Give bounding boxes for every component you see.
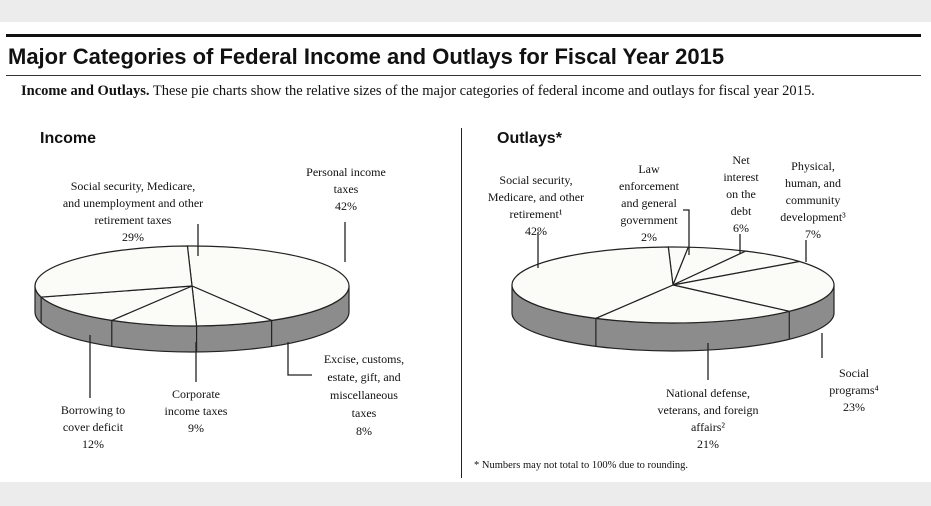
- outlays-pie: Law enforcement and general government 2…: [511, 246, 835, 352]
- panel-divider: [461, 128, 462, 478]
- label-excise: Excise, customs, estate, gift, and miscell…: [324, 352, 404, 438]
- income-heading: Income: [40, 130, 97, 147]
- page-title: Major Categories of Federal Income and O…: [8, 44, 725, 69]
- caption-text: These pie charts show the relative sizes…: [149, 83, 815, 99]
- label-corporate: Corporate income taxes 9%: [165, 387, 228, 435]
- label-social: Social programs⁴ 23%: [829, 366, 879, 414]
- label-ss-taxes: Social security, Medicare, and unemployme…: [63, 179, 203, 244]
- label-law: Law enforcement and general government 2%: [619, 162, 680, 244]
- income-pie: Personal income taxes 42%Excise, customs…: [34, 245, 350, 353]
- caption-lead: Income and Outlays.: [21, 83, 150, 99]
- label-interest: Net interest on the debt 6%: [723, 153, 759, 235]
- income-slice: Corporate income taxes 9%: [109, 285, 198, 327]
- leader-excise: [287, 342, 312, 376]
- income-slice: Personal income taxes 42%: [186, 245, 350, 322]
- label-ss-outlays: Social security, Medicare, and other retir…: [488, 173, 584, 238]
- title-rule-bottom: [6, 75, 921, 76]
- figure-caption: Income and Outlays. These pie charts sho…: [21, 83, 815, 100]
- title-rule-top: [6, 34, 921, 37]
- label-borrowing: Borrowing to cover deficit 12%: [61, 403, 125, 451]
- footnote: * Numbers may not total to 100% due to r…: [474, 460, 689, 471]
- income-slice: Social security, Medicare, and unemploym…: [34, 245, 193, 298]
- outlays-slice: National defense, veterans, and foreign …: [593, 284, 790, 324]
- label-personal-income: Personal income taxes 42%: [306, 165, 386, 213]
- outlays-slice: Social programs⁴ 23%: [672, 260, 835, 312]
- leader-law: [683, 209, 690, 255]
- outlays-slice: Social security, Medicare, and other ret…: [511, 246, 674, 319]
- label-defense: National defense, veterans, and foreign af…: [658, 386, 759, 451]
- label-physical: Physical, human, and community development³…: [780, 159, 846, 241]
- outlays-heading: Outlays*: [497, 130, 562, 147]
